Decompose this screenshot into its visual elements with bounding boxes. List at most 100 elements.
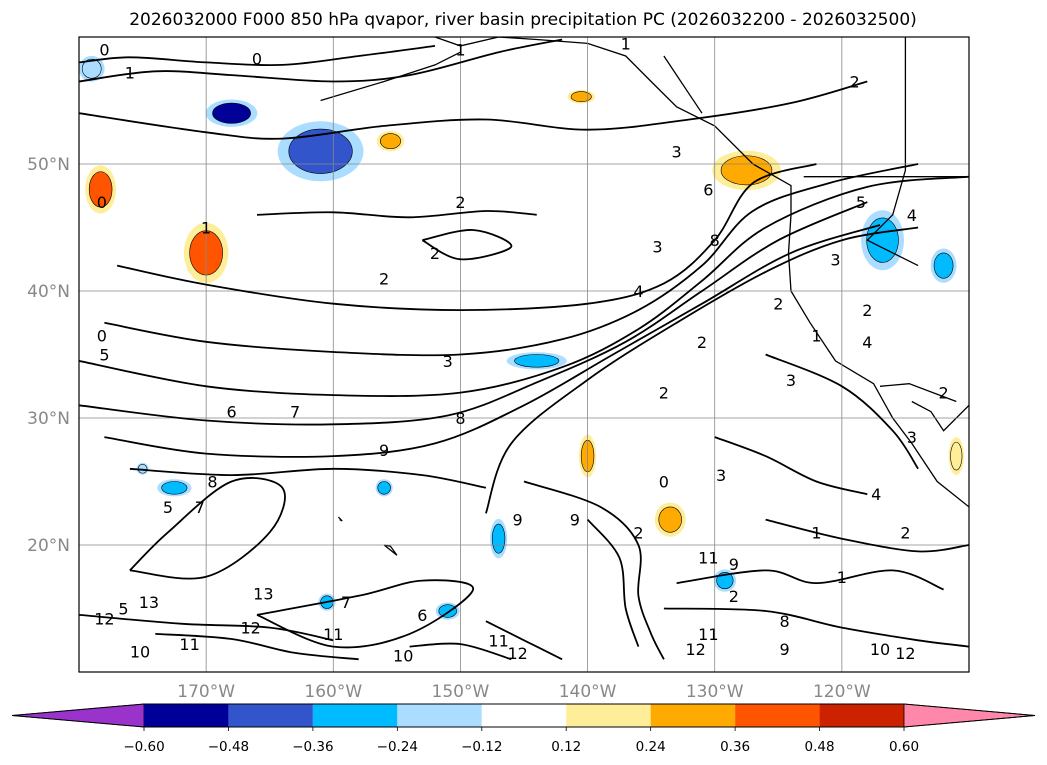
contour-label: 1: [125, 64, 135, 83]
contour-label: 0: [97, 326, 107, 345]
chart-title: 2026032000 F000 850 hPa qvapor, river ba…: [129, 10, 917, 30]
colorbar-segment: [312, 704, 398, 727]
contour-label: 0: [659, 473, 669, 492]
qvapor-contour-0: [79, 45, 436, 67]
contour-label: 7: [290, 403, 300, 422]
longitude-tick-label: 130°W: [686, 682, 744, 702]
contour-label: 1: [811, 523, 821, 542]
contour-label: 10: [130, 643, 150, 662]
precip-region-core: [380, 133, 401, 150]
precip-region-core: [212, 102, 251, 124]
precip-region: [930, 248, 957, 283]
contour-label: 10: [870, 640, 890, 659]
coastline: [663, 55, 703, 114]
precip-region: [435, 602, 460, 620]
contour-label: 3: [830, 250, 840, 269]
contour-label: 4: [907, 206, 917, 225]
contour-label: 3: [443, 352, 453, 371]
precip-region: [277, 121, 364, 182]
qvapor-contour-2: [79, 80, 868, 140]
contour-label: 12: [685, 640, 705, 659]
contour-label: 3: [786, 371, 796, 390]
contour-label: 8: [780, 612, 790, 631]
qvapor-contour-3: [765, 353, 919, 470]
qvapor-contour-2: [421, 229, 513, 261]
colorbar-tick-label: 0.48: [805, 739, 835, 755]
latitude-tick-label: 30°N: [27, 409, 70, 429]
coastline: [383, 544, 398, 556]
contour-label: 3: [652, 238, 662, 257]
contour-label: 9: [729, 555, 739, 574]
contour-label: 13: [139, 593, 159, 612]
colorbar-tick-label: −0.36: [292, 739, 333, 755]
qvapor-contour-3: [116, 163, 817, 311]
contour-label: 3: [671, 142, 681, 161]
qvapor-contour-1: [79, 38, 563, 83]
precip-region-core: [570, 91, 592, 103]
precip-region: [948, 437, 965, 475]
qvapor-contour-12: [485, 620, 563, 661]
contour-label: 7: [341, 593, 351, 612]
latitude-tick-label: 40°N: [27, 282, 70, 302]
longitude-tick-label: 150°W: [432, 682, 490, 702]
qvapor-contour-11: [155, 633, 359, 661]
longitude-tick-label: 140°W: [559, 682, 617, 702]
contour-label: 6: [703, 180, 713, 199]
contour-label: 11: [323, 625, 343, 644]
contour-label: 5: [99, 346, 109, 365]
contour-label: 7: [195, 498, 205, 517]
contour-label: 2: [633, 523, 643, 542]
colorbar-tick-label: 0.12: [551, 739, 581, 755]
colorbar-segment: [481, 704, 567, 727]
latitude-tick-label: 50°N: [27, 155, 70, 175]
precip-region: [712, 150, 781, 191]
qvapor-contour-8: [485, 226, 919, 514]
qvapor-contour-9: [523, 480, 665, 660]
latitude-tick-label: 20°N: [27, 536, 70, 556]
precip-region-core: [288, 128, 353, 174]
colorbar-segment: [819, 704, 904, 727]
contour-label: 1: [811, 326, 821, 345]
contour-label: 10: [393, 646, 413, 665]
precip-region: [489, 518, 508, 559]
precip-region: [654, 502, 686, 537]
colorbar-tick-label: 0.36: [720, 739, 750, 755]
precip-region: [157, 479, 192, 497]
qvapor-contour-9: [129, 467, 487, 489]
contour-label: 4: [862, 333, 872, 352]
qvapor-contour-1: [765, 518, 969, 553]
colorbar-segment: [397, 704, 482, 727]
contour-label: 2: [938, 384, 948, 403]
contour-label: 1: [455, 41, 465, 60]
qvapor-contour-4: [104, 163, 919, 357]
contour-label: 6: [417, 606, 427, 625]
contour-label: 2: [430, 244, 440, 263]
contour-label: 3: [907, 428, 917, 447]
contour-label: 1: [621, 34, 631, 53]
qvapor-contour-11: [676, 569, 944, 591]
contour-label: 5: [118, 600, 128, 619]
contour-label: 9: [513, 511, 523, 530]
colorbar: −0.60 −0.48 −0.36 −0.24 −0.12 0.12 0.24 0.36 0.4…: [11, 703, 1036, 755]
contour-label: 4: [633, 282, 643, 301]
contour-label: 0: [97, 193, 107, 212]
contour-label: 2: [659, 384, 669, 403]
precip-region-core: [377, 481, 391, 495]
contour-label: 3: [716, 466, 726, 485]
coastline: [337, 516, 343, 522]
colorbar-tick-label: −0.60: [123, 739, 164, 755]
qvapor-contour-12: [663, 607, 969, 648]
qvapor-contour-6: [79, 201, 868, 426]
latitude-tick-labels: 20°N 30°N 40°N 50°N: [27, 155, 70, 556]
longitude-tick-labels: 170°W 160°W 150°W 140°W 130°W 120°W: [177, 682, 871, 702]
qvapor-contour-12: [79, 614, 334, 642]
contour-label: 9: [570, 511, 580, 530]
qvapor-contour-6: [256, 579, 474, 649]
precip-region: [506, 352, 567, 370]
contour-label: 12: [94, 610, 114, 629]
precip-region-core: [81, 58, 102, 79]
contour-label: 11: [488, 631, 508, 650]
colorbar-tick-label: −0.48: [208, 739, 249, 755]
